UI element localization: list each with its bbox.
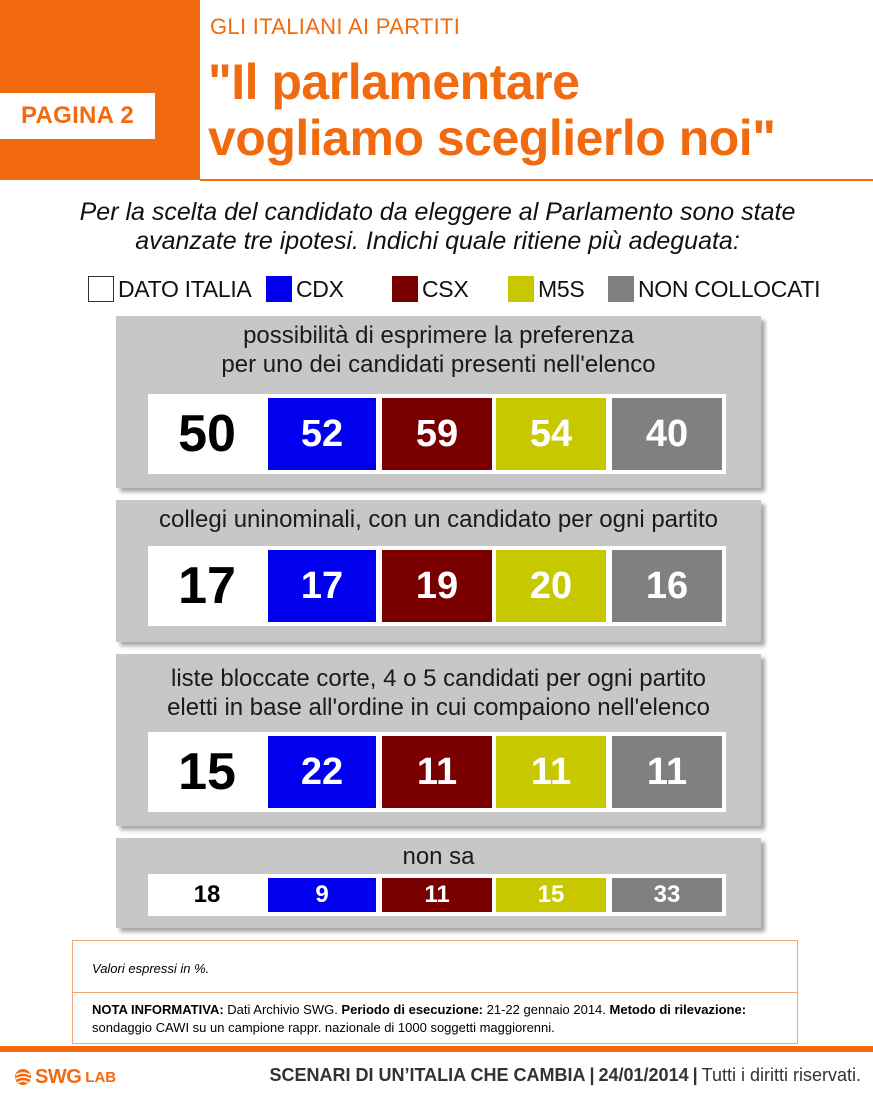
nota-label: NOTA INFORMATIVA: [92, 1002, 224, 1017]
periodo-value: 21-22 gennaio 2014. [483, 1002, 610, 1017]
legend-swatch [508, 276, 534, 302]
answer-label-line: possibilità di esprimere la preferenza [243, 322, 634, 349]
legend-swatch [608, 276, 634, 302]
value-cell-cdx: 9 [268, 878, 376, 912]
legend-item-3: M5S [508, 273, 585, 305]
value-cell-non-collocati: 40 [612, 398, 722, 470]
answer-panel-3: liste bloccate corte, 4 o 5 candidati pe… [116, 654, 761, 826]
answer-label-line: eletti in base all'ordine in cui compaio… [167, 694, 710, 721]
answer-label: non sa [116, 842, 761, 871]
value-cell-m5s: 15 [496, 878, 606, 912]
legend-swatch [88, 276, 114, 302]
legend-item-4: NON COLLOCATI [608, 273, 821, 305]
value-cell-csx: 11 [382, 878, 492, 912]
value-cell-m5s: 54 [496, 398, 606, 470]
value-cell-cdx: 52 [268, 398, 376, 470]
headline: "Il parlamentare vogliamo sceglierlo noi… [208, 54, 868, 166]
answer-label: collegi uninominali, con un candidato pe… [116, 505, 761, 534]
answer-label: possibilità di esprimere la preferenza pe… [116, 321, 761, 379]
legend: DATO ITALIA CDX CSX M5S NON COLLOCATI [0, 273, 873, 305]
metodo-value: sondaggio CAWI su un campione rappr. naz… [92, 1020, 555, 1035]
legend-label: M5S [538, 275, 585, 302]
swg-logo: SWG LAB [14, 1066, 116, 1088]
legend-item-2: CSX [392, 273, 469, 305]
legend-item-1: CDX [266, 273, 344, 305]
answer-label-line: non sa [402, 843, 475, 870]
value-cell-non-collocati: 16 [612, 550, 722, 622]
answer-panel-4: non sa 18 9 11 15 33 [116, 838, 761, 928]
legend-label: CDX [296, 275, 344, 302]
metodo-label: Metodo di rilevazione: [609, 1002, 747, 1017]
legend-item-0: DATO ITALIA [88, 273, 252, 305]
logo-text: SWG [35, 1065, 82, 1088]
value-cell-csx: 19 [382, 550, 492, 622]
value-cell-m5s: 20 [496, 550, 606, 622]
value-cell-dato-italia: 17 [148, 546, 266, 626]
periodo-label: Periodo di esecuzione: [341, 1002, 484, 1017]
question: Per la scelta del candidato da eleggere … [30, 198, 845, 256]
footer-line: SCENARI DI UN’ITALIA CHE CAMBIA | 24/01/20… [269, 1065, 861, 1086]
nota-source: Dati Archivio SWG. [223, 1002, 342, 1017]
answer-label-line: liste bloccate corte, 4 o 5 candidati pe… [171, 665, 706, 692]
legend-label: CSX [422, 275, 469, 302]
answer-panel-1: possibilità di esprimere la preferenza pe… [116, 316, 761, 488]
value-cell-dato-italia: 50 [148, 394, 266, 474]
footer-date: 24/01/2014 [598, 1065, 689, 1085]
question-line-2: avanzate tre ipotesi. Indichi quale riti… [135, 227, 740, 255]
value-cell-dato-italia: 15 [148, 732, 266, 812]
unit-note: Valori espressi in %. [92, 961, 210, 976]
value-cell-cdx: 17 [268, 550, 376, 622]
header-rule [200, 179, 873, 181]
answer-label-line: per uno dei candidati presenti nell'elen… [221, 351, 656, 378]
notes-box: Valori espressi in %. NOTA INFORMATIVA: … [72, 940, 798, 1044]
legend-label: NON COLLOCATI [638, 275, 821, 302]
notes-divider [73, 992, 797, 993]
header-orange-block [0, 0, 200, 180]
value-cell-csx: 59 [382, 398, 492, 470]
kicker: GLI ITALIANI AI PARTITI [210, 14, 461, 39]
answer-label: liste bloccate corte, 4 o 5 candidati pe… [116, 664, 761, 722]
question-line-1: Per la scelta del candidato da eleggere … [79, 198, 796, 226]
value-cell-dato-italia: 18 [148, 874, 266, 916]
swg-ball-icon [15, 1069, 31, 1085]
logo-sub: LAB [85, 1068, 117, 1086]
footer-sep-1: | [589, 1065, 595, 1085]
bottom-bar [0, 1046, 873, 1052]
answer-panel-2: collegi uninominali, con un candidato pe… [116, 500, 761, 642]
legend-label: DATO ITALIA [118, 275, 252, 302]
answer-label-line: collegi uninominali, con un candidato pe… [158, 506, 719, 533]
value-row: 18 9 11 15 33 [148, 874, 726, 916]
value-cell-m5s: 11 [496, 736, 606, 808]
headline-line-1: "Il parlamentare [208, 54, 580, 110]
value-row: 15 22 11 11 11 [148, 732, 726, 812]
value-cell-cdx: 22 [268, 736, 376, 808]
page-label: PAGINA 2 [0, 93, 155, 139]
legend-swatch [266, 276, 292, 302]
nota-informativa: NOTA INFORMATIVA: Dati Archivio SWG. Per… [92, 1001, 782, 1037]
footer-sep-2: | [692, 1065, 698, 1085]
value-cell-non-collocati: 33 [612, 878, 722, 912]
value-row: 50 52 59 54 40 [148, 394, 726, 474]
value-row: 17 17 19 20 16 [148, 546, 726, 626]
footer-series: SCENARI DI UN’ITALIA CHE CAMBIA [269, 1065, 586, 1085]
headline-line-2: vogliamo sceglierlo noi" [208, 110, 776, 166]
footer-rights: Tutti i diritti riservati. [701, 1065, 861, 1085]
legend-swatch [392, 276, 418, 302]
value-cell-csx: 11 [382, 736, 492, 808]
value-cell-non-collocati: 11 [612, 736, 722, 808]
